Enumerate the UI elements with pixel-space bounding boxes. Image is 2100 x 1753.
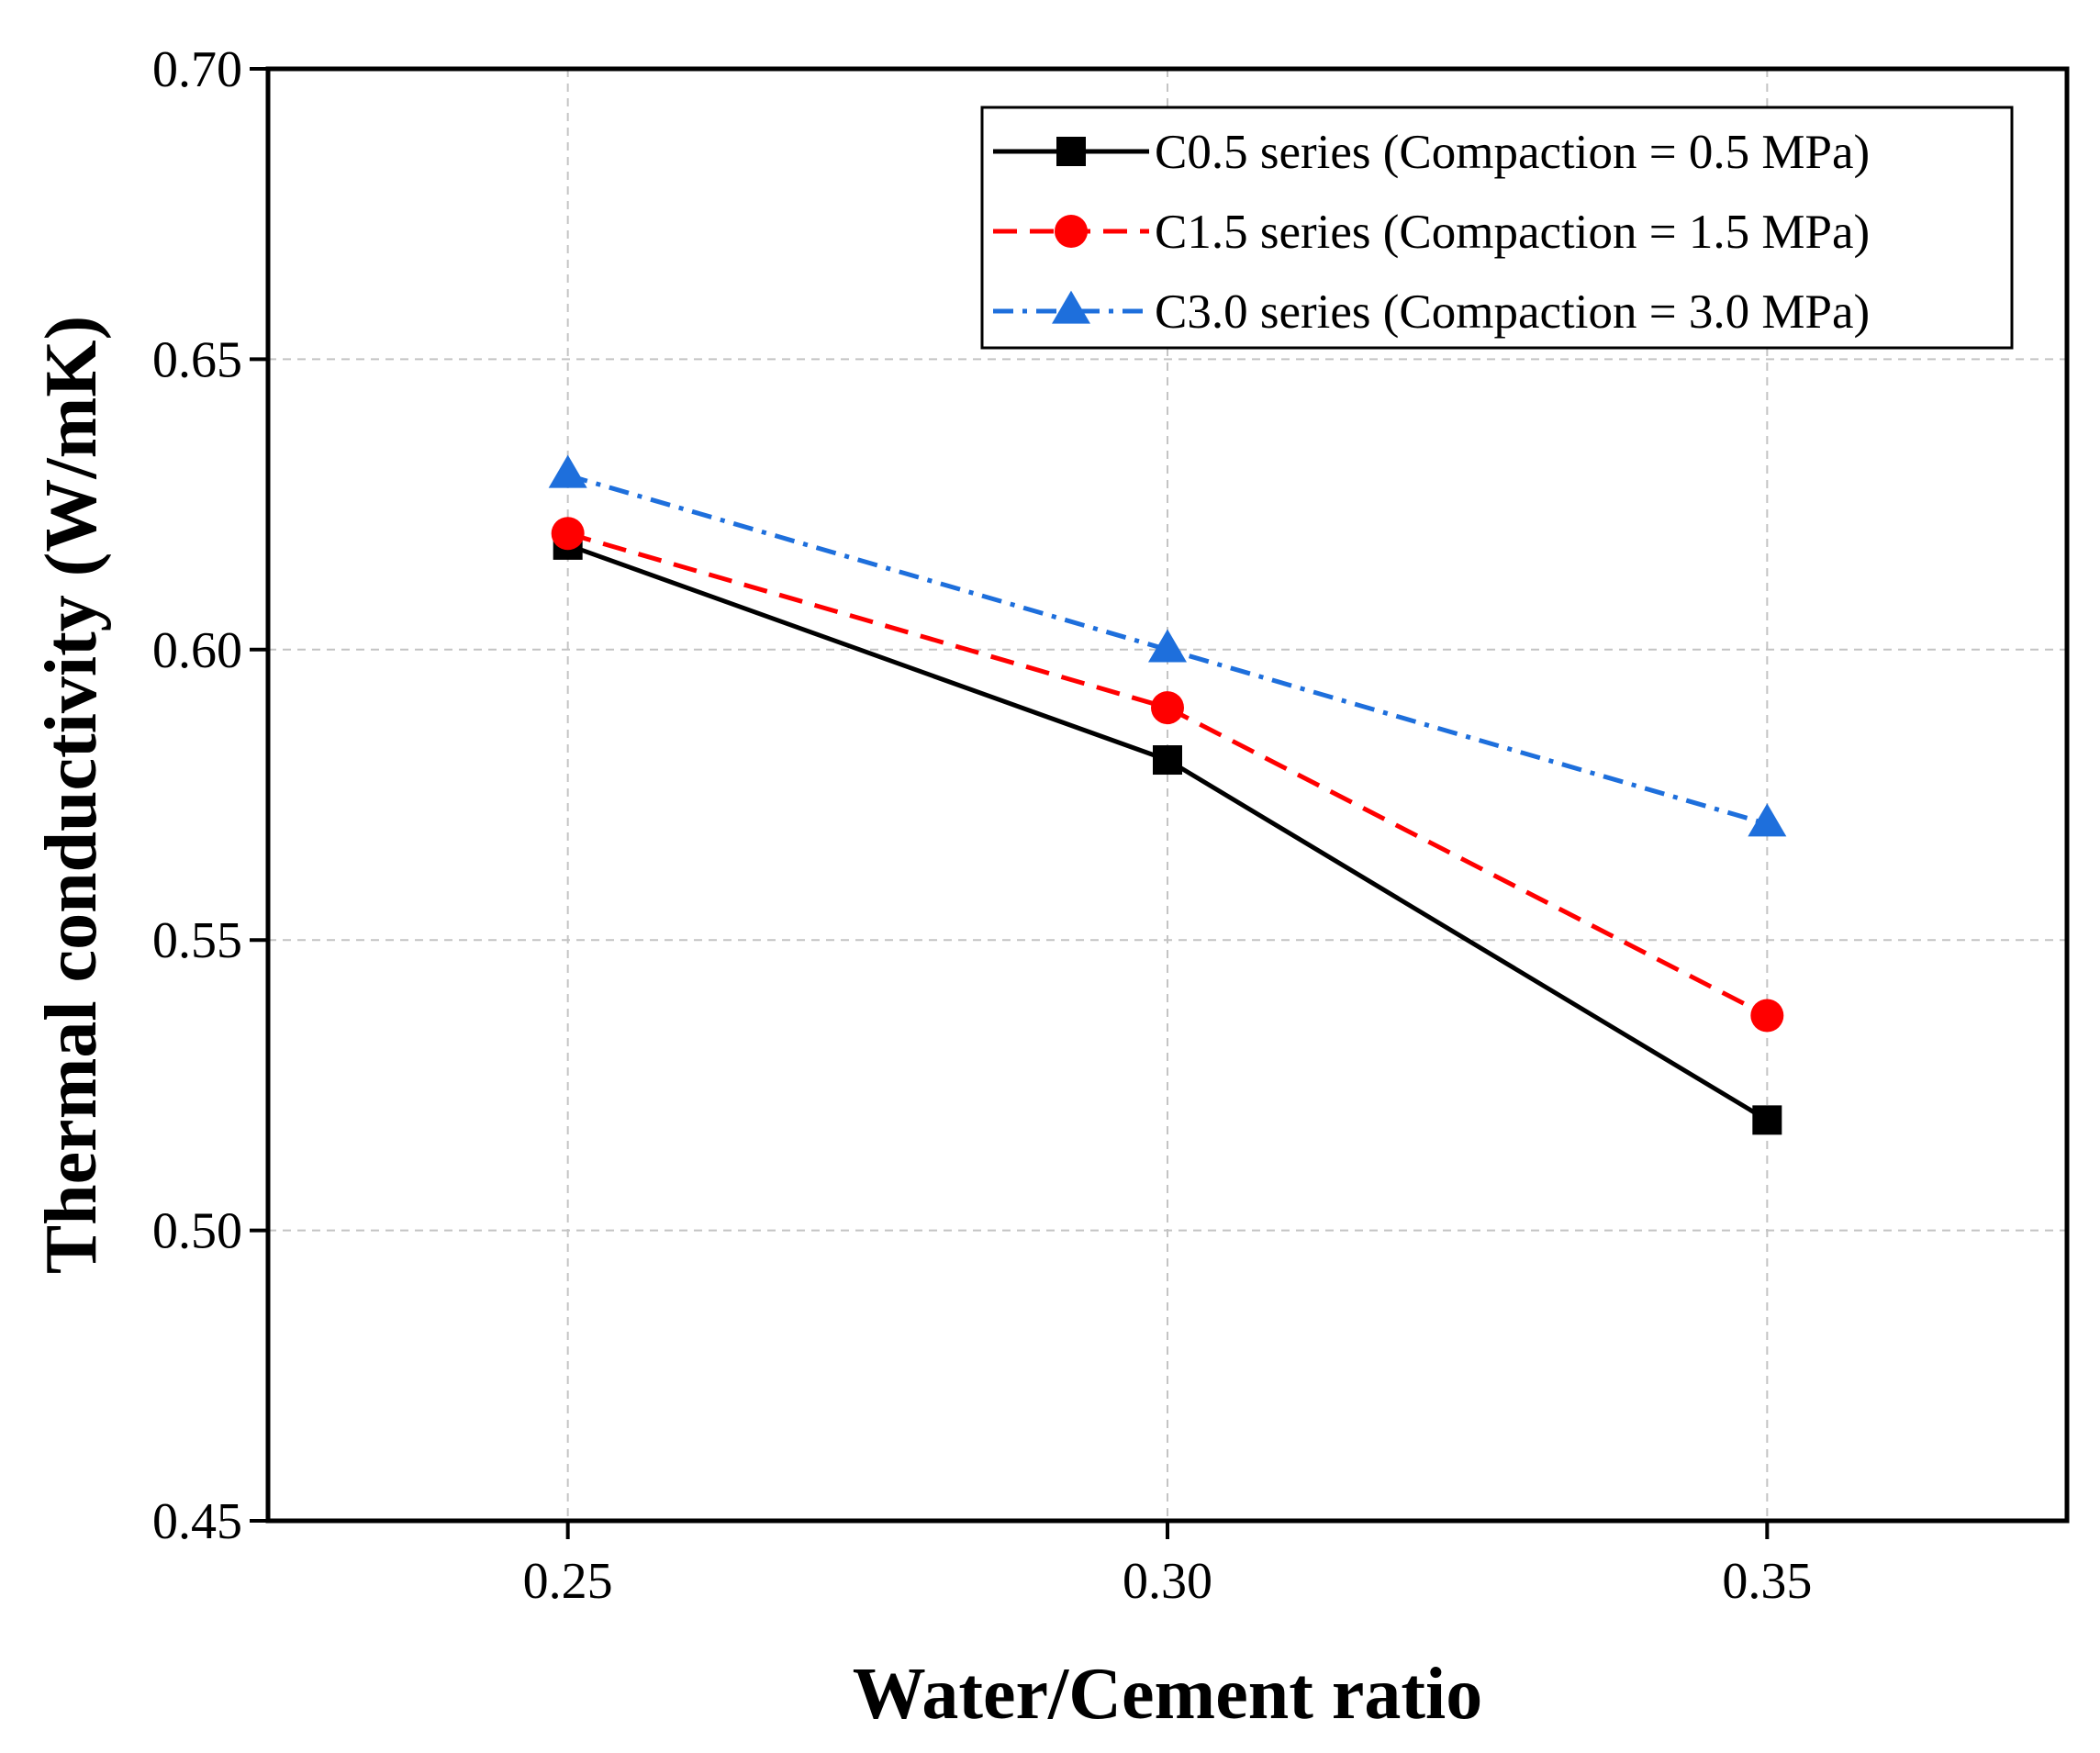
series-2 — [551, 517, 1784, 1033]
series-3-point — [548, 454, 587, 488]
legend-swatch-marker — [1056, 137, 1086, 166]
series-group — [548, 454, 1787, 1135]
y-tick-label: 0.60 — [152, 622, 242, 679]
x-tick-label: 0.35 — [1722, 1553, 1812, 1610]
y-tick-label: 0.70 — [152, 41, 242, 98]
x-axis-title: Water/Cement ratio — [853, 1654, 1482, 1735]
y-tick-label: 0.65 — [152, 331, 242, 388]
axis-ticks: 0.45 0.50 0.55 0.60 0.65 0.70 0.25 0.30 0.35 — [152, 41, 1812, 1610]
series-3-point — [1748, 803, 1787, 837]
series-3-line — [566, 473, 1769, 827]
legend-label: C1.5 series (Compaction = 1.5 MPa) — [1155, 206, 1870, 259]
series-1-point — [1153, 745, 1182, 776]
y-tick-label: 0.50 — [152, 1203, 242, 1260]
series-2-point — [551, 517, 585, 551]
legend-box — [980, 106, 2014, 350]
series-2-point — [1151, 691, 1184, 725]
series-3-point — [1148, 629, 1187, 663]
legend-label: C0.5 series (Compaction = 0.5 MPa) — [1155, 126, 1870, 179]
legend: C0.5 series (Compaction = 0.5 MPa) C1.5 s… — [980, 106, 2014, 350]
series-3 — [548, 454, 1787, 837]
legend-swatch-marker — [1055, 215, 1088, 248]
legend-swatch-marker — [1052, 290, 1090, 324]
series-2-point — [1750, 999, 1784, 1033]
y-tick-label: 0.55 — [152, 912, 242, 969]
x-tick-label: 0.30 — [1123, 1553, 1212, 1610]
legend-label: C3.0 series (Compaction = 3.0 MPa) — [1155, 285, 1870, 339]
y-tick-label: 0.45 — [152, 1493, 242, 1550]
series-1-point — [1752, 1105, 1782, 1135]
x-tick-label: 0.25 — [523, 1553, 613, 1610]
y-axis-title: Thermal conductivity (W/mK) — [31, 316, 112, 1274]
